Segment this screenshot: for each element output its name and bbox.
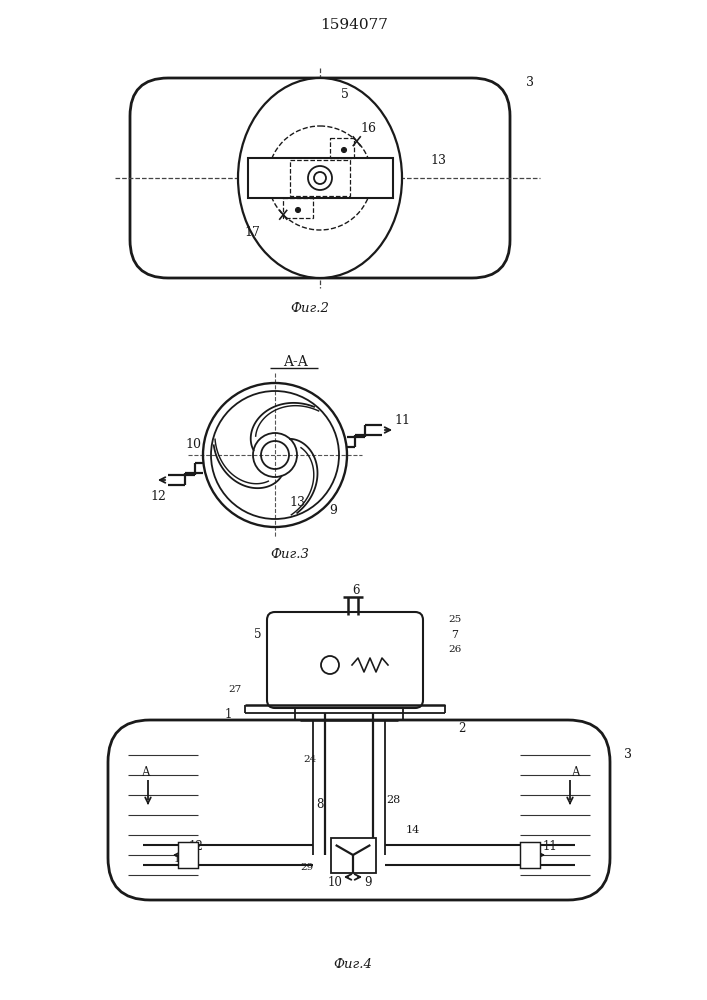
Text: 11: 11	[394, 414, 410, 426]
Text: 9: 9	[329, 504, 337, 516]
Text: 14: 14	[406, 825, 420, 835]
Text: 13: 13	[289, 496, 305, 510]
Text: 1: 1	[371, 176, 379, 190]
Text: 17: 17	[244, 227, 260, 239]
Text: 5: 5	[255, 629, 262, 642]
Text: 10: 10	[185, 438, 201, 452]
Bar	[520, 842, 540, 868]
Text: A: A	[571, 766, 579, 778]
Bar	[331, 838, 376, 873]
Text: 5: 5	[341, 89, 349, 102]
Ellipse shape	[238, 78, 402, 278]
Text: 12: 12	[189, 840, 204, 854]
Bar	[248, 158, 393, 198]
Bar	[283, 198, 313, 218]
Text: 6: 6	[352, 584, 360, 596]
Text: 15: 15	[173, 856, 187, 864]
Text: 13: 13	[430, 153, 446, 166]
Text: 11: 11	[543, 840, 557, 854]
Circle shape	[296, 208, 300, 213]
Text: 10: 10	[327, 876, 342, 890]
FancyBboxPatch shape	[108, 720, 610, 900]
Text: 1: 1	[224, 708, 232, 722]
Text: 25: 25	[448, 615, 462, 624]
Circle shape	[341, 147, 346, 152]
Text: 12: 12	[150, 490, 166, 504]
Bar	[290, 160, 350, 196]
Bar	[330, 138, 354, 158]
Text: Фиг.2: Фиг.2	[291, 302, 329, 314]
Text: 7: 7	[452, 630, 459, 640]
Text: 24: 24	[303, 756, 317, 764]
FancyBboxPatch shape	[267, 612, 423, 708]
Text: 26: 26	[448, 645, 462, 654]
Text: 1594077: 1594077	[320, 18, 388, 32]
Text: 9: 9	[364, 876, 372, 890]
Text: 27: 27	[228, 686, 242, 694]
Text: 28: 28	[386, 795, 400, 805]
Text: Фиг.3: Фиг.3	[271, 548, 310, 562]
Text: A-A: A-A	[283, 355, 308, 369]
Bar	[178, 842, 198, 868]
Text: 16: 16	[360, 121, 376, 134]
Text: Фиг.4: Фиг.4	[334, 958, 373, 972]
Text: 2: 2	[458, 722, 466, 734]
Text: 3: 3	[526, 77, 534, 90]
FancyBboxPatch shape	[130, 78, 510, 278]
Text: 8: 8	[316, 798, 324, 812]
Text: 29: 29	[300, 862, 314, 871]
Text: A: A	[141, 766, 149, 778]
Text: 3: 3	[624, 748, 632, 762]
